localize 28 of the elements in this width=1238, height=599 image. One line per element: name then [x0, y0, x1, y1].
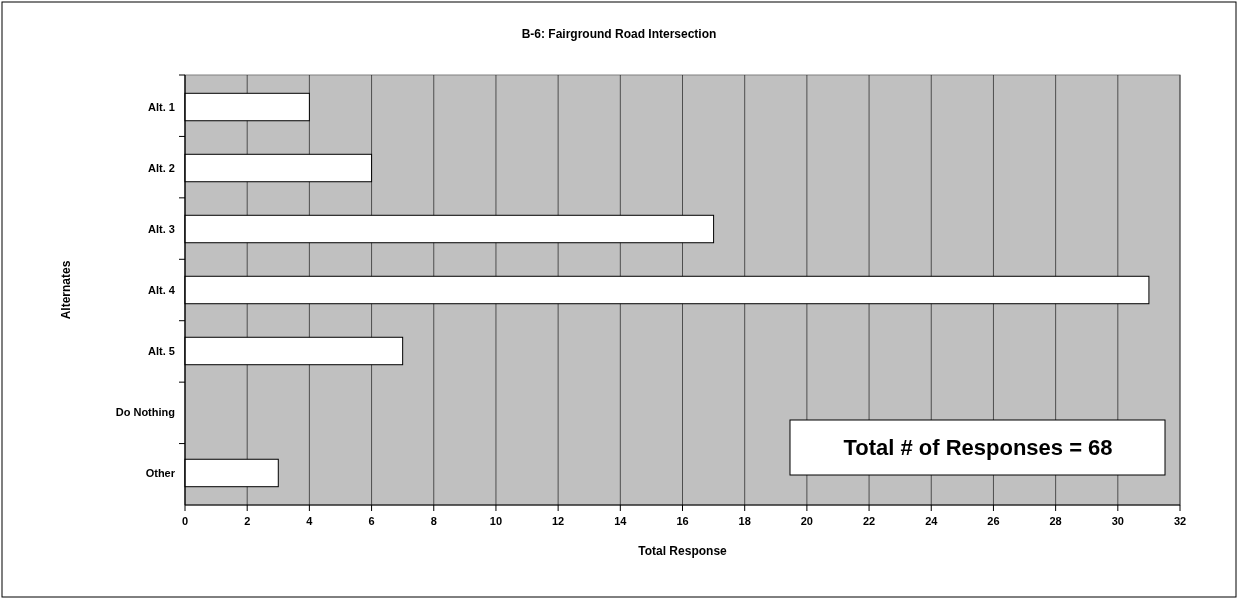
x-tick-label: 30: [1111, 515, 1124, 527]
x-tick-label: 20: [800, 515, 813, 527]
y-tick-label: Do Nothing: [115, 405, 175, 418]
x-tick-label: 24: [925, 515, 939, 527]
x-tick-label: 26: [987, 515, 1000, 527]
x-tick-label: 6: [368, 515, 375, 527]
y-axis-title: Alternates: [59, 260, 73, 320]
x-tick-label: 28: [1049, 515, 1062, 527]
x-axis-title: Total Response: [638, 544, 728, 558]
x-tick-label: 12: [552, 515, 565, 527]
x-tick-label: 22: [862, 515, 876, 527]
y-tick-label: Alt. 1: [148, 101, 175, 114]
y-tick-label: Alt. 5: [148, 344, 175, 357]
x-tick-label: 16: [676, 515, 689, 527]
x-tick-label: 4: [306, 515, 314, 527]
x-tick-label: 8: [430, 515, 437, 527]
x-tick-label: 14: [614, 515, 628, 527]
annotation: Total # of Responses = 68: [843, 435, 1113, 460]
x-tick-label: 0: [181, 515, 189, 527]
y-tick-label: Other: [145, 466, 176, 479]
y-tick-label: Alt. 2: [148, 162, 175, 175]
x-tick-label: 2: [244, 515, 251, 527]
x-tick-label: 10: [489, 515, 503, 527]
chart-title: B-6: Fairground Road Intersection: [521, 27, 717, 41]
y-tick-label: Alt. 4: [148, 284, 176, 296]
x-tick-label: 18: [738, 515, 751, 527]
x-tick-label: 32: [1173, 515, 1187, 527]
y-tick-label: Alt. 3: [148, 223, 175, 236]
